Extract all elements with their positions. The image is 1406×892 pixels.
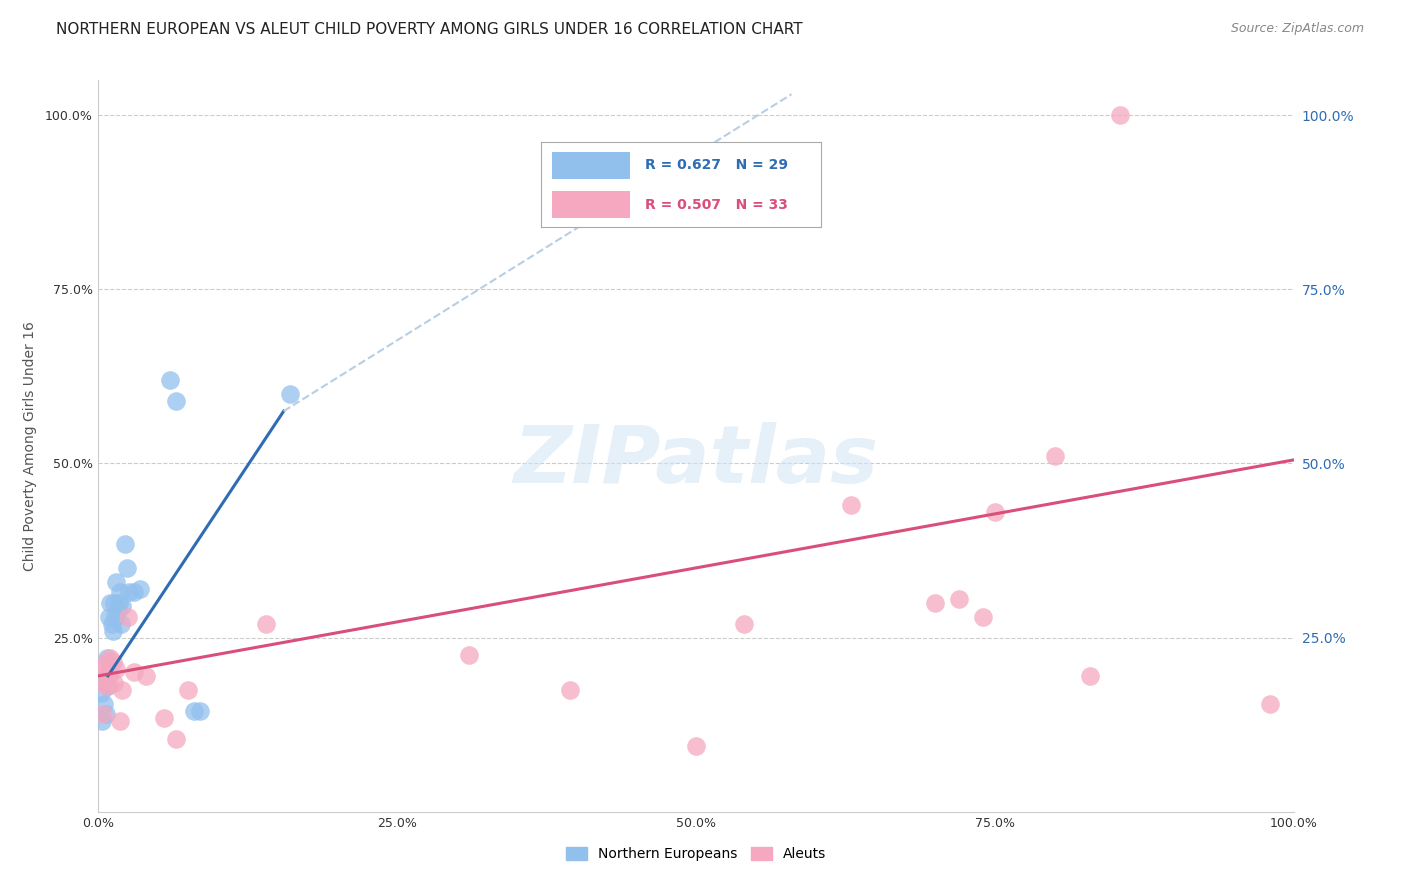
Point [1080,669,1102,683]
Legend: Northern Europeans, Aleuts: Northern Europeans, Aleuts [560,842,832,867]
Point [948,592,970,607]
Point [1043,450,1066,464]
Point [685,739,707,753]
Point [1258,697,1281,711]
Point [103,596,125,610]
Text: NORTHERN EUROPEAN VS ALEUT CHILD POVERTY AMONG GIRLS UNDER 16 CORRELATION CHART: NORTHERN EUROPEAN VS ALEUT CHILD POVERTY… [56,22,803,37]
Point [107,596,129,610]
Text: ZIPatlas: ZIPatlas [513,422,879,500]
Point [124,665,146,680]
Point [117,609,139,624]
Point [107,603,129,617]
Point [111,599,134,614]
Point [111,682,134,697]
Point [108,585,131,599]
Point [96,679,118,693]
Point [972,609,994,624]
Point [924,596,946,610]
Point [124,585,146,599]
Point [101,655,124,669]
Point [94,655,117,669]
Point [278,386,301,401]
Point [129,582,152,596]
Point [183,704,205,718]
Point [105,662,128,676]
Point [100,651,122,665]
Point [254,616,277,631]
Point [984,505,1007,519]
Point [108,714,131,728]
Point [110,616,132,631]
Point [90,686,112,700]
Point [91,673,114,687]
Point [153,711,176,725]
Point [91,714,114,728]
Point [458,648,481,662]
Point [93,697,115,711]
Point [93,662,115,676]
Point [115,561,138,575]
Point [733,616,755,631]
Point [97,665,120,680]
Point [94,707,117,722]
Text: Source: ZipAtlas.com: Source: ZipAtlas.com [1230,22,1364,36]
Y-axis label: Child Poverty Among Girls Under 16: Child Poverty Among Girls Under 16 [22,321,37,571]
Point [135,669,157,683]
Point [165,393,187,408]
Point [103,676,125,690]
Point [91,676,114,690]
Point [104,609,127,624]
Point [91,707,114,722]
Point [1109,108,1132,122]
Point [188,704,211,718]
Point [177,682,200,697]
Point [96,651,118,665]
Point [100,596,122,610]
Point [97,679,120,693]
Point [165,731,187,746]
Point [114,536,136,550]
Point [100,616,122,631]
Point [105,574,128,589]
Point [98,669,121,683]
Point [560,682,582,697]
Point [841,498,863,512]
Point [98,609,121,624]
Point [101,624,124,638]
Point [118,585,141,599]
Point [159,373,181,387]
